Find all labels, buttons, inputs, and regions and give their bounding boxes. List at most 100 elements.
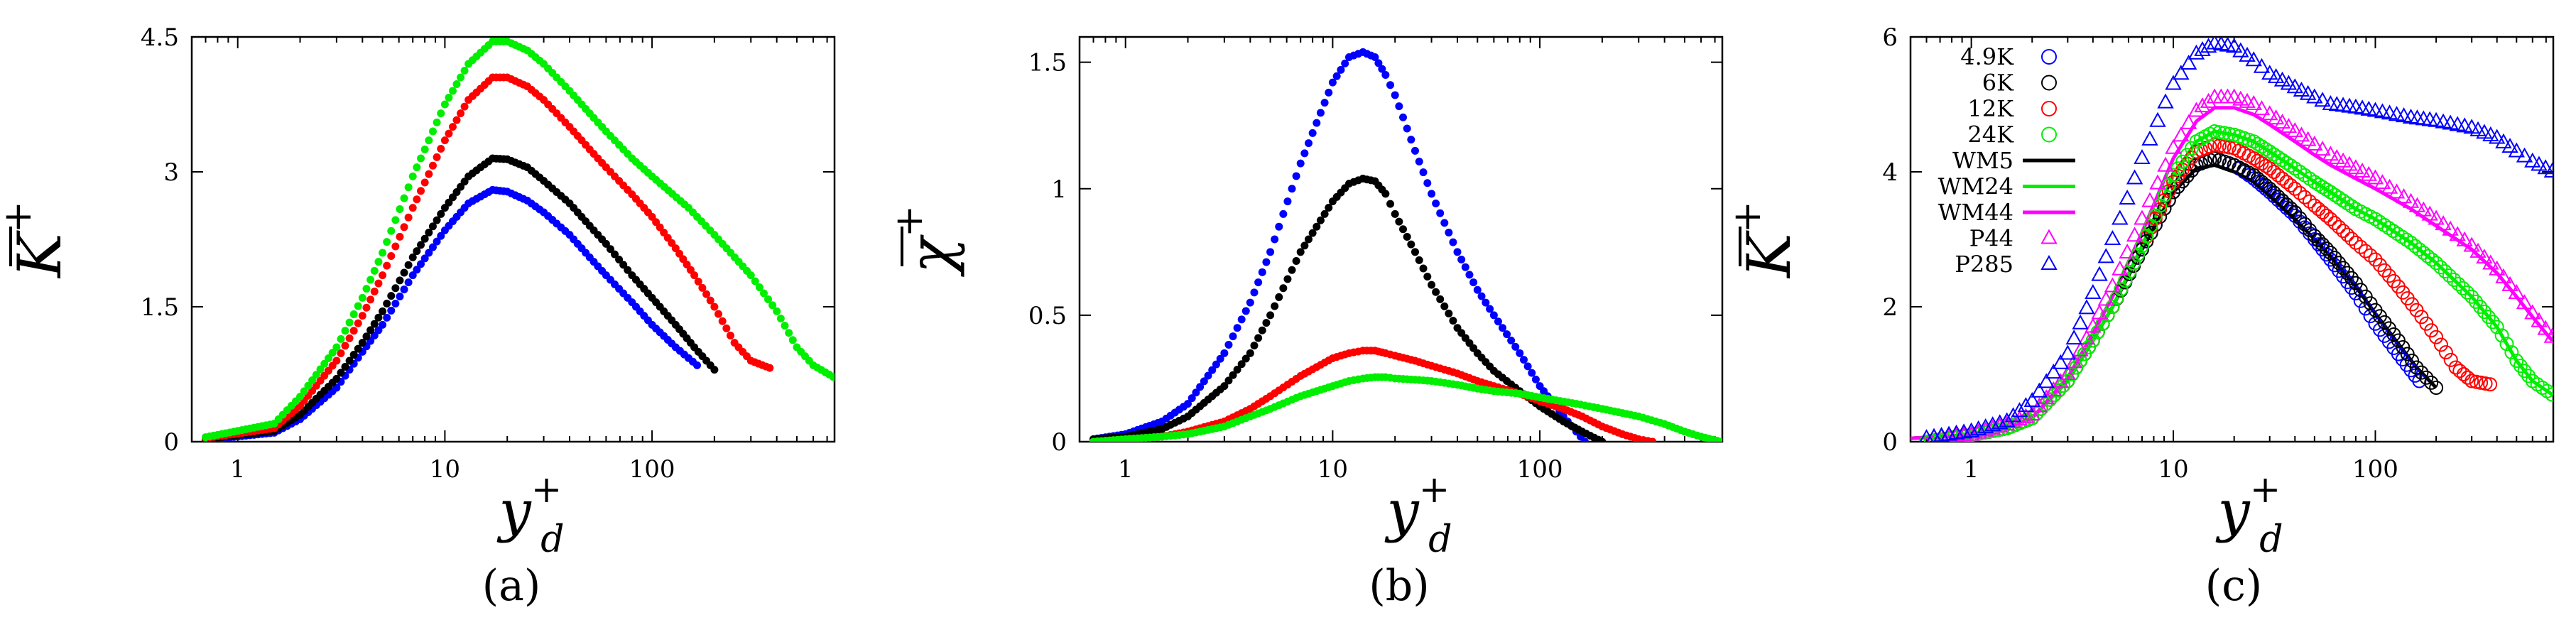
y-axis-label-sup: + (0, 201, 40, 233)
data-point (2442, 268, 2457, 283)
data-point (433, 216, 441, 224)
data-point (2250, 153, 2265, 168)
data-point (698, 283, 707, 292)
data-point (2225, 38, 2243, 53)
data-point (362, 285, 371, 293)
data-point (2085, 317, 2102, 333)
data-point (2372, 258, 2387, 273)
data-point (2442, 220, 2459, 236)
data-point (1316, 216, 1325, 224)
data-point (1308, 129, 1317, 137)
data-point (2315, 180, 2330, 195)
data-point (2279, 200, 2294, 215)
data-point (428, 161, 437, 170)
data-point (2254, 156, 2269, 171)
data-point (2323, 246, 2338, 260)
data-point (2038, 373, 2055, 388)
data-point (1581, 437, 1589, 442)
data-point (324, 354, 332, 362)
data-point (379, 320, 387, 329)
legend-label: P285 (1955, 251, 2013, 278)
data-point (420, 254, 429, 263)
data-point (2207, 124, 2222, 138)
data-point (2419, 370, 2434, 385)
data-point (619, 261, 628, 269)
data-point (611, 250, 619, 258)
data-point (341, 362, 349, 371)
data-point (2489, 260, 2506, 276)
data-point (2134, 209, 2151, 225)
data-point (2531, 156, 2548, 171)
data-point (2112, 209, 2129, 225)
data-point (332, 356, 341, 365)
data-point (1237, 315, 1246, 324)
data-point (328, 349, 337, 357)
data-point (2428, 209, 2445, 225)
data-point (1305, 235, 1313, 244)
data-point (374, 326, 383, 334)
data-point (1445, 229, 1453, 236)
data-point (755, 283, 763, 292)
data-point (1337, 65, 1345, 74)
data-point (1275, 222, 1283, 231)
data-point (2165, 75, 2182, 90)
series-4.9K (202, 185, 702, 442)
data-point (2283, 201, 2298, 216)
data-point (2188, 44, 2205, 60)
y-tick-label: 1.5 (1028, 49, 1067, 77)
data-point (788, 336, 797, 344)
data-point (345, 318, 354, 327)
data-point (1266, 248, 1275, 256)
data-point (2425, 252, 2440, 267)
data-point (2456, 231, 2473, 246)
y-axis-label-text: K+ (1724, 201, 1804, 279)
data-point (362, 303, 371, 312)
data-point (2157, 156, 2174, 172)
data-point (2261, 105, 2278, 121)
x-tick-label: 1 (1118, 455, 1134, 484)
data-point (2091, 304, 2108, 320)
x-axis-label-sub: d (540, 518, 564, 561)
data-point (1511, 342, 1520, 351)
data-point (1419, 264, 1428, 273)
data-point (2266, 189, 2281, 204)
data-point (2188, 102, 2205, 117)
data-point (2157, 193, 2172, 208)
x-axis-label-sub: d (2259, 518, 2283, 561)
legend-marker (2041, 126, 2057, 143)
y-axis-label: K+ (1724, 201, 1804, 279)
data-point (437, 145, 445, 153)
plot-area (1089, 48, 1722, 442)
data-point (1919, 435, 1934, 442)
data-point (420, 145, 429, 153)
data-point (606, 245, 614, 254)
data-point (2469, 294, 2484, 309)
data-point (690, 271, 699, 280)
data-point (1254, 334, 1263, 342)
data-point (1436, 295, 1445, 303)
data-point (296, 393, 305, 401)
data-point (1188, 394, 1196, 403)
data-point (417, 241, 425, 249)
data-point (1374, 59, 1383, 67)
data-point (710, 303, 719, 311)
data-point (1275, 293, 1283, 301)
data-point (2327, 216, 2342, 231)
data-point (1250, 288, 1259, 297)
data-point (1519, 356, 1528, 364)
data-point (1473, 285, 1482, 294)
data-point (1233, 365, 1241, 374)
y-tick-label: 4.5 (141, 23, 179, 52)
data-point (2097, 248, 2114, 263)
y-tick-label: 1 (1051, 175, 1067, 204)
x-axis-label: y+ d (2216, 469, 2283, 561)
data-point (2267, 67, 2285, 83)
data-point (1371, 53, 1379, 61)
data-point (2262, 181, 2277, 196)
data-point (383, 238, 391, 246)
data-point (2332, 219, 2347, 234)
data-point (383, 299, 391, 307)
data-point (2368, 252, 2383, 267)
data-point (785, 329, 793, 337)
data-point (2275, 171, 2290, 186)
